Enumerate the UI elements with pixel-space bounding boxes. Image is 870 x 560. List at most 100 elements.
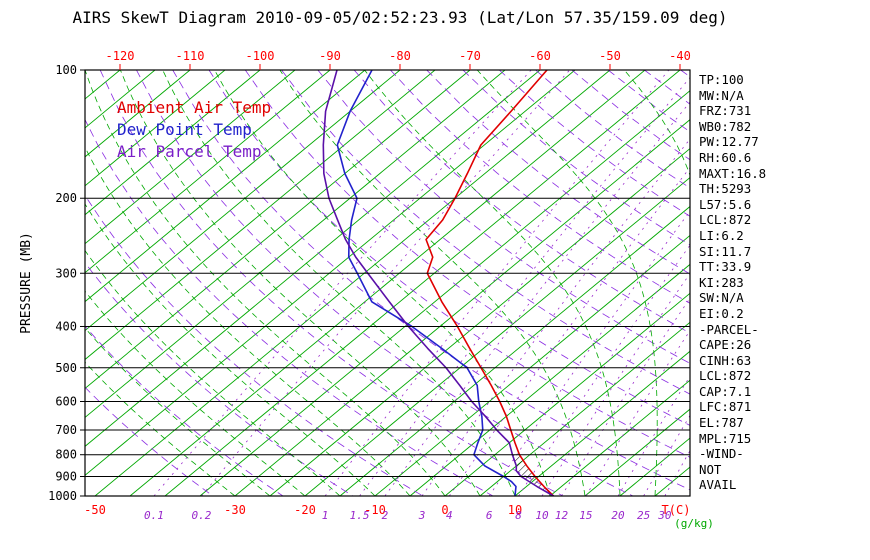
pressure-tick-label: 800: [55, 448, 77, 462]
top-temp-tick-label: -110: [176, 49, 205, 63]
mixing-ratio-line: [518, 244, 690, 496]
stat-line: SI:11.7: [699, 243, 752, 259]
dry-adiabat-line: [498, 70, 690, 217]
chart-background: [85, 70, 690, 496]
mixing-ratio-unit-label: (g/kg): [674, 517, 714, 530]
stat-line: L57:5.6: [699, 196, 752, 212]
isotherm-line: [339, 205, 690, 496]
moist-adiabat-line: [85, 146, 411, 496]
stat-line: -PARCEL-: [699, 321, 759, 337]
top-temp-tick-label: -80: [389, 49, 411, 63]
stat-line: NOT: [699, 461, 722, 477]
bottom-temp-tick-label: -50: [84, 503, 106, 517]
isotherm-line: [85, 70, 471, 390]
top-temp-tick-label: -50: [599, 49, 621, 63]
mixing-ratio-line: [561, 297, 690, 496]
mixing-ratio-line: [421, 138, 690, 496]
isotherm-line: [85, 70, 331, 274]
dry-adiabat-line: [85, 118, 494, 496]
isotherm-line: [129, 70, 646, 496]
dry-adiabat-line: [281, 70, 690, 395]
chart-title: AIRS SkewT Diagram 2010-09-05/02:52:23.9…: [72, 8, 728, 27]
stat-line: MPL:715: [699, 430, 752, 446]
stat-line: TP:100: [699, 72, 744, 87]
pressure-tick-label: 400: [55, 319, 77, 333]
isotherm-line: [85, 70, 576, 476]
stat-line: LI:6.2: [699, 227, 744, 243]
mixing-ratio-tick-label: 0.2: [192, 509, 212, 522]
pressure-tick-label: 700: [55, 423, 77, 437]
isotherm-line: [85, 70, 296, 245]
mixing-ratio-line: [664, 449, 690, 496]
dry-adiabat-line: [317, 70, 690, 364]
stat-line: PW:12.77: [699, 134, 759, 150]
stat-line: CINH:63: [699, 352, 752, 368]
isotherm-line: [85, 70, 366, 303]
moist-adiabat-line: [364, 70, 621, 496]
pressure-tick-label: 600: [55, 394, 77, 408]
top-temp-tick-label: -90: [319, 49, 341, 63]
dry-adiabat-line: [85, 325, 284, 496]
isotherm-line: [409, 263, 690, 496]
stat-line: WB0:782: [699, 118, 752, 134]
mixing-ratio-line: [448, 167, 690, 496]
mixing-ratio-line: [488, 210, 690, 496]
isotherm-line: [85, 70, 436, 361]
mixing-ratio-line: [324, 70, 670, 496]
stat-line: MW:N/A: [699, 87, 744, 103]
moist-adiabat-line: [119, 70, 481, 496]
isotherm-line: [374, 234, 690, 496]
isotherm-line: [164, 70, 681, 496]
mixing-ratio-tick-label: 12: [555, 509, 569, 522]
isotherm-line: [479, 321, 690, 496]
moist-adiabat-line: [85, 290, 306, 496]
top-temp-tick-label: -40: [669, 49, 691, 63]
top-temp-tick-label: -100: [246, 49, 275, 63]
parcel-temp-curve: [322, 70, 555, 496]
top-temp-tick-label: -70: [459, 49, 481, 63]
stat-line: KI:283: [699, 274, 744, 290]
pressure-tick-label: 900: [55, 470, 77, 484]
stats-panel: TP:100 MW:N/A FRZ:731 WB0:782 PW:12.77 RH:60.…: [699, 72, 766, 493]
stat-line: CAPE:26: [699, 337, 752, 353]
top-temp-tick-label: -60: [529, 49, 551, 63]
isotherm-line: [199, 90, 690, 496]
bottom-temp-tick-label: 0: [441, 503, 448, 517]
mixing-ratio-tick-label: 2: [382, 509, 389, 522]
temp-unit-label: T(C): [662, 503, 691, 517]
dry-adiabat-line: [85, 386, 214, 496]
isotherm-line: [85, 70, 541, 447]
stat-line: MAXT:16.8: [699, 165, 767, 181]
pressure-tick-label: 1000: [48, 489, 77, 503]
mixing-ratio-tick-label: 6: [486, 509, 493, 522]
moist-adiabat-line: [85, 203, 376, 496]
mixing-ratio-line: [201, 70, 570, 496]
dry-adiabat-line: [390, 70, 690, 304]
mixing-ratio-tick-label: 4: [446, 509, 453, 522]
moist-adiabat-line: [85, 327, 271, 496]
ambient-temp-curve: [425, 70, 555, 496]
plot-border: [84, 69, 691, 497]
moist-adiabat-line: [85, 249, 341, 496]
mixing-ratio-tick-label: 15: [579, 509, 592, 522]
isotherm-line: [584, 408, 690, 496]
dry-adiabat-line: [99, 70, 564, 496]
mixing-ratio-line: [585, 329, 690, 496]
moist-adiabat-line: [162, 70, 516, 496]
mixing-ratio-tick-label: 30: [657, 509, 672, 522]
dry-adiabat-line: [136, 70, 634, 496]
isotherm-line: [85, 70, 226, 187]
pressure-tick-label: 300: [55, 266, 77, 280]
isotherm-line: [444, 292, 690, 496]
mixing-ratio-line: [384, 101, 690, 496]
mixing-ratio-tick-label: 1: [322, 509, 329, 522]
isotherm-line: [304, 176, 690, 496]
isotherm-line: [85, 70, 261, 216]
pressure-axis-title: PRESSURE (MB): [19, 232, 34, 334]
moist-adiabat-line: [279, 70, 586, 496]
stat-line: LCL:872: [699, 212, 752, 228]
stat-line: TT:33.9: [699, 259, 752, 275]
mixing-ratio-tick-label: 1.5: [350, 509, 370, 522]
isotherm-line: [514, 350, 690, 496]
